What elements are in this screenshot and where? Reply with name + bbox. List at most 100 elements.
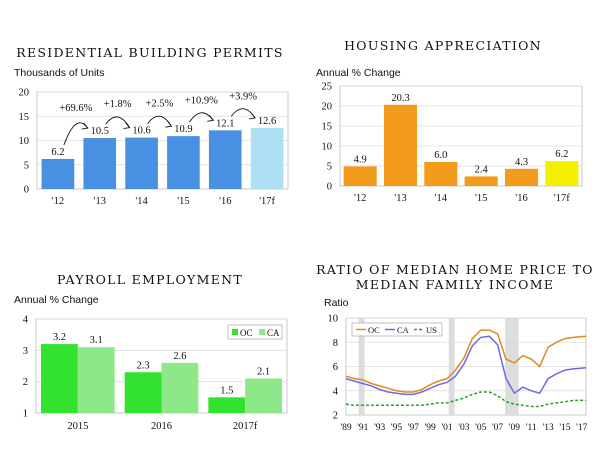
permits-xtick: '14 <box>135 196 148 207</box>
ratio-xtick: '01 <box>441 423 452 433</box>
payroll-ytick: 1 <box>23 409 28 420</box>
ratio-line-oc <box>345 329 587 393</box>
permits-data-label: 10.6 <box>132 126 150 137</box>
housing-data-label: 4.3 <box>515 157 528 168</box>
ratio-ytick: 8 <box>333 338 338 349</box>
housing-ytick: 0 <box>327 182 332 193</box>
payroll-title: PAYROLL EMPLOYMENT <box>56 272 243 287</box>
housing-data-label: 4.9 <box>354 154 367 165</box>
ratio-ytick: 10 <box>328 314 339 325</box>
permits-ytick: 10 <box>19 136 30 147</box>
ratio-xtick: '95 <box>391 423 402 433</box>
ratio-xtick: '09 <box>509 423 520 433</box>
housing-title: HOUSING APPRECIATION <box>344 38 542 53</box>
housing-xtick: '16 <box>515 193 527 204</box>
payroll-xtick: 2016 <box>151 421 172 432</box>
permits-data-label: 12.6 <box>258 116 276 127</box>
ratio-title-line1: RATIO OF MEDIAN HOME PRICE TO <box>316 262 594 277</box>
payroll-data-label: 3.2 <box>53 332 66 343</box>
permits-data-label: 10.5 <box>91 126 109 137</box>
ratio-recession-band <box>448 318 455 415</box>
ratio-line-us <box>345 391 586 408</box>
housing-bar <box>504 168 539 186</box>
permits-ytick: 15 <box>19 112 30 123</box>
payroll-xtick: 2017f <box>233 421 258 432</box>
payroll-bar-oc <box>208 397 246 413</box>
permits-arrowhead <box>123 122 131 130</box>
housing-ytick: 25 <box>322 82 333 93</box>
permits-bar <box>250 127 284 189</box>
housing-data-label: 20.3 <box>391 93 409 104</box>
permits-xtick: '12 <box>52 196 64 207</box>
housing-ytick: 15 <box>322 122 333 133</box>
ratio-xtick: '89 <box>340 423 351 433</box>
housing-xtick: '12 <box>354 193 366 204</box>
housing-data-label: 6.2 <box>555 149 568 160</box>
permits-arrowhead <box>165 120 173 128</box>
housing-ylabel: Annual % Change <box>316 67 401 79</box>
permits-xtick: '16 <box>219 196 231 207</box>
ratio-xtick: '97 <box>408 423 419 433</box>
payroll-legend-label: CA <box>267 328 280 338</box>
housing-bar <box>545 161 579 186</box>
housing-xtick: '17f <box>554 193 570 204</box>
payroll-legend-swatch <box>259 329 265 335</box>
payroll-data-label: 2.1 <box>257 367 270 378</box>
permits-bar <box>167 136 200 189</box>
permits-arrowhead <box>207 115 215 122</box>
ratio-recession-band <box>505 318 519 415</box>
permits-ytick: 5 <box>24 160 29 171</box>
ratio-recession-band <box>358 318 365 415</box>
ratio-xtick: '07 <box>492 423 503 433</box>
housing-xtick: '15 <box>475 193 487 204</box>
permits-arrowhead <box>81 122 89 130</box>
payroll-legend-swatch <box>232 329 238 335</box>
payroll-legend <box>227 324 283 340</box>
permits-data-label: 6.2 <box>51 147 64 158</box>
payroll-bar-ca <box>161 362 199 413</box>
ratio-xtick: '99 <box>425 423 436 433</box>
ratio-xtick: '13 <box>542 423 553 433</box>
payroll-bar-ca <box>245 378 282 413</box>
payroll-ytick: 4 <box>23 315 29 326</box>
permits-bar <box>125 137 158 189</box>
housing-ytick: 5 <box>327 162 332 173</box>
ratio-legend <box>351 322 443 337</box>
payroll-xtick: 2015 <box>67 421 88 432</box>
ratio-xtick: '17 <box>576 423 587 433</box>
permits-growth-label: +10.9% <box>185 95 218 106</box>
permits-bar <box>41 158 75 189</box>
ratio-ytick: 2 <box>333 411 338 422</box>
permits-ytick: 0 <box>24 185 29 196</box>
permits-title: RESIDENTIAL BUILDING PERMITS <box>16 45 284 60</box>
permits-growth-label: +2.5% <box>146 99 174 110</box>
permits-data-label: 12.1 <box>216 118 234 129</box>
payroll-ylabel: Annual % Change <box>14 294 99 306</box>
payroll-data-label: 1.5 <box>220 385 233 396</box>
payroll-ytick: 2 <box>23 377 28 388</box>
ratio-ylabel: Ratio <box>324 297 349 309</box>
ratio-legend-label: CA <box>397 325 410 335</box>
payroll-bar-ca <box>77 347 115 413</box>
payroll-data-label: 2.6 <box>173 351 186 362</box>
permits-data-label: 10.9 <box>174 124 192 135</box>
ratio-title-line2: MEDIAN FAMILY INCOME <box>355 277 555 292</box>
payroll-ytick: 3 <box>23 346 28 357</box>
payroll-data-label: 3.1 <box>90 335 103 346</box>
payroll-legend-label: OC <box>240 328 253 338</box>
permits-arrowhead <box>249 112 256 120</box>
housing-ytick: 10 <box>322 142 333 153</box>
housing-bar <box>343 166 377 186</box>
permits-ytick: 20 <box>19 88 30 99</box>
ratio-xtick: '11 <box>526 423 537 433</box>
housing-bar <box>464 176 498 186</box>
permits-xtick: '15 <box>177 196 189 207</box>
permits-ylabel: Thousands of Units <box>14 67 105 79</box>
housing-data-label: 6.0 <box>434 150 447 161</box>
housing-ytick: 20 <box>322 102 333 113</box>
housing-xtick: '13 <box>394 193 406 204</box>
ratio-xtick: '05 <box>475 423 486 433</box>
